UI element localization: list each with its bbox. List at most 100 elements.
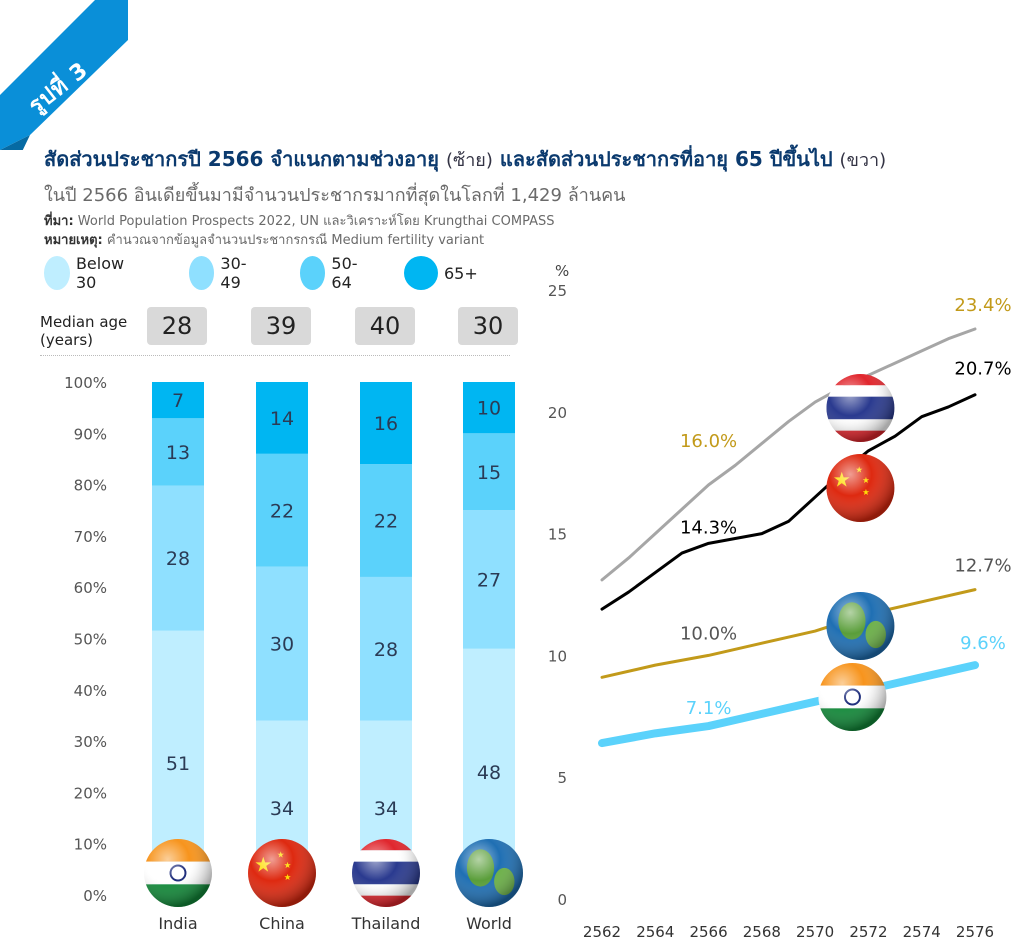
x-tick-label: 2572: [849, 923, 887, 941]
bar-segment-30-49: [463, 510, 515, 649]
bar-data-label: 34: [270, 798, 294, 820]
title-right-tag: (ขวา): [839, 150, 887, 171]
y-tick-label: 25: [548, 282, 567, 300]
legend-label-below30: Below 30: [75, 254, 125, 292]
note-line: หมายเหตุ: คำนวณจากข้อมูลจำนวนประชากรกรณี…: [44, 229, 484, 250]
series-label-india: 7.1%: [686, 698, 732, 719]
bar-data-label: 34: [374, 798, 398, 820]
series-label-thailand: 16.0%: [680, 431, 737, 452]
y-tick-label: 5: [557, 769, 567, 787]
india-flag-ball: [818, 663, 887, 731]
y-tick-label: 0%: [83, 887, 107, 905]
x-tick-label: 2574: [903, 923, 941, 941]
y-tick-label: 15: [548, 526, 567, 544]
series-line-india: [598, 661, 979, 748]
series-label-thailand: 23.4%: [954, 295, 1011, 316]
x-tick-label: 2570: [796, 923, 834, 941]
stacked-bar-chart: 0% 10% 20% 30% 40% 50% 60% 70% 80% 90% 100% 51 28 13 7…: [64, 374, 523, 933]
bar-data-label: 28: [166, 548, 190, 570]
bar-segment-30-49: [360, 576, 412, 721]
series-line-world: [600, 588, 977, 679]
thailand-flag-ball: [352, 839, 420, 907]
y-tick-label: 90%: [74, 425, 107, 443]
title-left-tag: (ซ้าย): [445, 150, 493, 171]
legend-label-50-64: 50-64: [331, 254, 358, 292]
median-age-label-line2: (years): [40, 331, 93, 349]
bar-segment-65plus: [463, 382, 515, 434]
x-category-label: World: [466, 914, 512, 933]
x-tick-label: 2576: [956, 923, 994, 941]
bar-data-label: 48: [477, 762, 501, 784]
india-flag-ball: [144, 839, 212, 907]
bar-data-label: 22: [374, 511, 398, 533]
legend-label-30-49: 30-49: [220, 254, 247, 292]
series-line-thailand: [600, 327, 977, 582]
bar-data-label: 16: [374, 413, 398, 435]
y-tick-label: 70%: [74, 528, 107, 546]
x-tick-label: 2566: [689, 923, 727, 941]
legend-item-30-49: 30-49: [189, 254, 255, 292]
bar-segment-65plus: [256, 382, 308, 454]
legend-swatch-30-49: [189, 256, 215, 290]
note-label: หมายเหตุ:: [44, 233, 103, 248]
series-line-china: [600, 393, 977, 611]
bar-data-label: 7: [172, 390, 184, 412]
globe-ball: [455, 839, 523, 907]
median-age-label: Median age (years): [40, 313, 127, 349]
globe-ball: [826, 592, 895, 660]
bar-data-label: 10: [477, 398, 501, 420]
bar-segment-50-64: [360, 464, 412, 577]
median-age-china: 39: [251, 307, 311, 345]
thailand-flag-ball: [826, 374, 895, 442]
legend-label-65plus: 65+: [444, 263, 478, 283]
legend-item-65plus: 65+: [404, 256, 478, 290]
y-tick-label: 20%: [74, 784, 107, 802]
series-label-india: 9.6%: [960, 633, 1006, 654]
y-tick-label: 20: [548, 404, 567, 422]
median-separator: [40, 355, 510, 356]
x-category-label: China: [259, 914, 305, 933]
right-chart-unit: %: [555, 262, 570, 280]
bar-data-label: 22: [270, 500, 294, 522]
x-category-label: India: [158, 914, 197, 933]
title-main: สัดส่วนประชากรปี 2566 จำแนกตามช่วงอายุ: [44, 147, 439, 171]
bar-segment-30-49: [256, 566, 308, 721]
x-tick-label: 2564: [636, 923, 674, 941]
bar-segment-50-64: [152, 418, 204, 486]
china-flag-ball: ★★★★: [826, 454, 895, 522]
legend-swatch-50-64: [300, 256, 326, 290]
series-label-world: 12.7%: [954, 556, 1011, 577]
bar-data-label: 30: [270, 634, 294, 656]
series-label-china: 14.3%: [680, 517, 737, 538]
median-age-label-line1: Median age: [40, 313, 128, 331]
x-tick-label: 2562: [583, 923, 621, 941]
source-text: World Population Prospects 2022, UN และว…: [77, 214, 555, 229]
title-mid: และสัดส่วนประชากรที่อายุ 65 ปีขึ้นไป: [499, 147, 833, 171]
series-label-china: 20.7%: [954, 359, 1011, 380]
y-tick-label: 10: [548, 647, 567, 665]
bar-data-label: 51: [166, 753, 190, 775]
y-tick-label: 10%: [74, 836, 107, 854]
y-tick-label: 50%: [74, 631, 107, 649]
figure-title: สัดส่วนประชากรปี 2566 จำแนกตามช่วงอายุ (…: [44, 143, 886, 175]
bar-segment-50-64: [463, 433, 515, 511]
figure-badge-ribbon: [0, 0, 128, 150]
bar-data-label: 14: [270, 408, 294, 430]
median-age-thailand: 40: [355, 307, 415, 345]
legend-item-below30: Below 30: [44, 254, 132, 292]
figure-subtitle: ในปี 2566 อินเดียขึ้นมามีจำนวนประชากรมาก…: [44, 185, 626, 206]
bar-segment-65plus: [360, 382, 412, 465]
source-line: ที่มา: World Population Prospects 2022, …: [44, 210, 554, 231]
china-flag-ball: ★★★★: [248, 839, 316, 907]
source-label: ที่มา:: [44, 214, 74, 229]
y-tick-label: 0: [557, 891, 567, 909]
bar-data-label: 28: [374, 639, 398, 661]
bar-segment-30-49: [152, 485, 204, 631]
legend-swatch-below30: [44, 256, 70, 290]
y-tick-label: 40%: [74, 682, 107, 700]
y-tick-label: 30%: [74, 733, 107, 751]
y-tick-label: 100%: [64, 374, 107, 392]
bar-data-label: 15: [477, 462, 501, 484]
median-age-india: 28: [147, 307, 207, 345]
